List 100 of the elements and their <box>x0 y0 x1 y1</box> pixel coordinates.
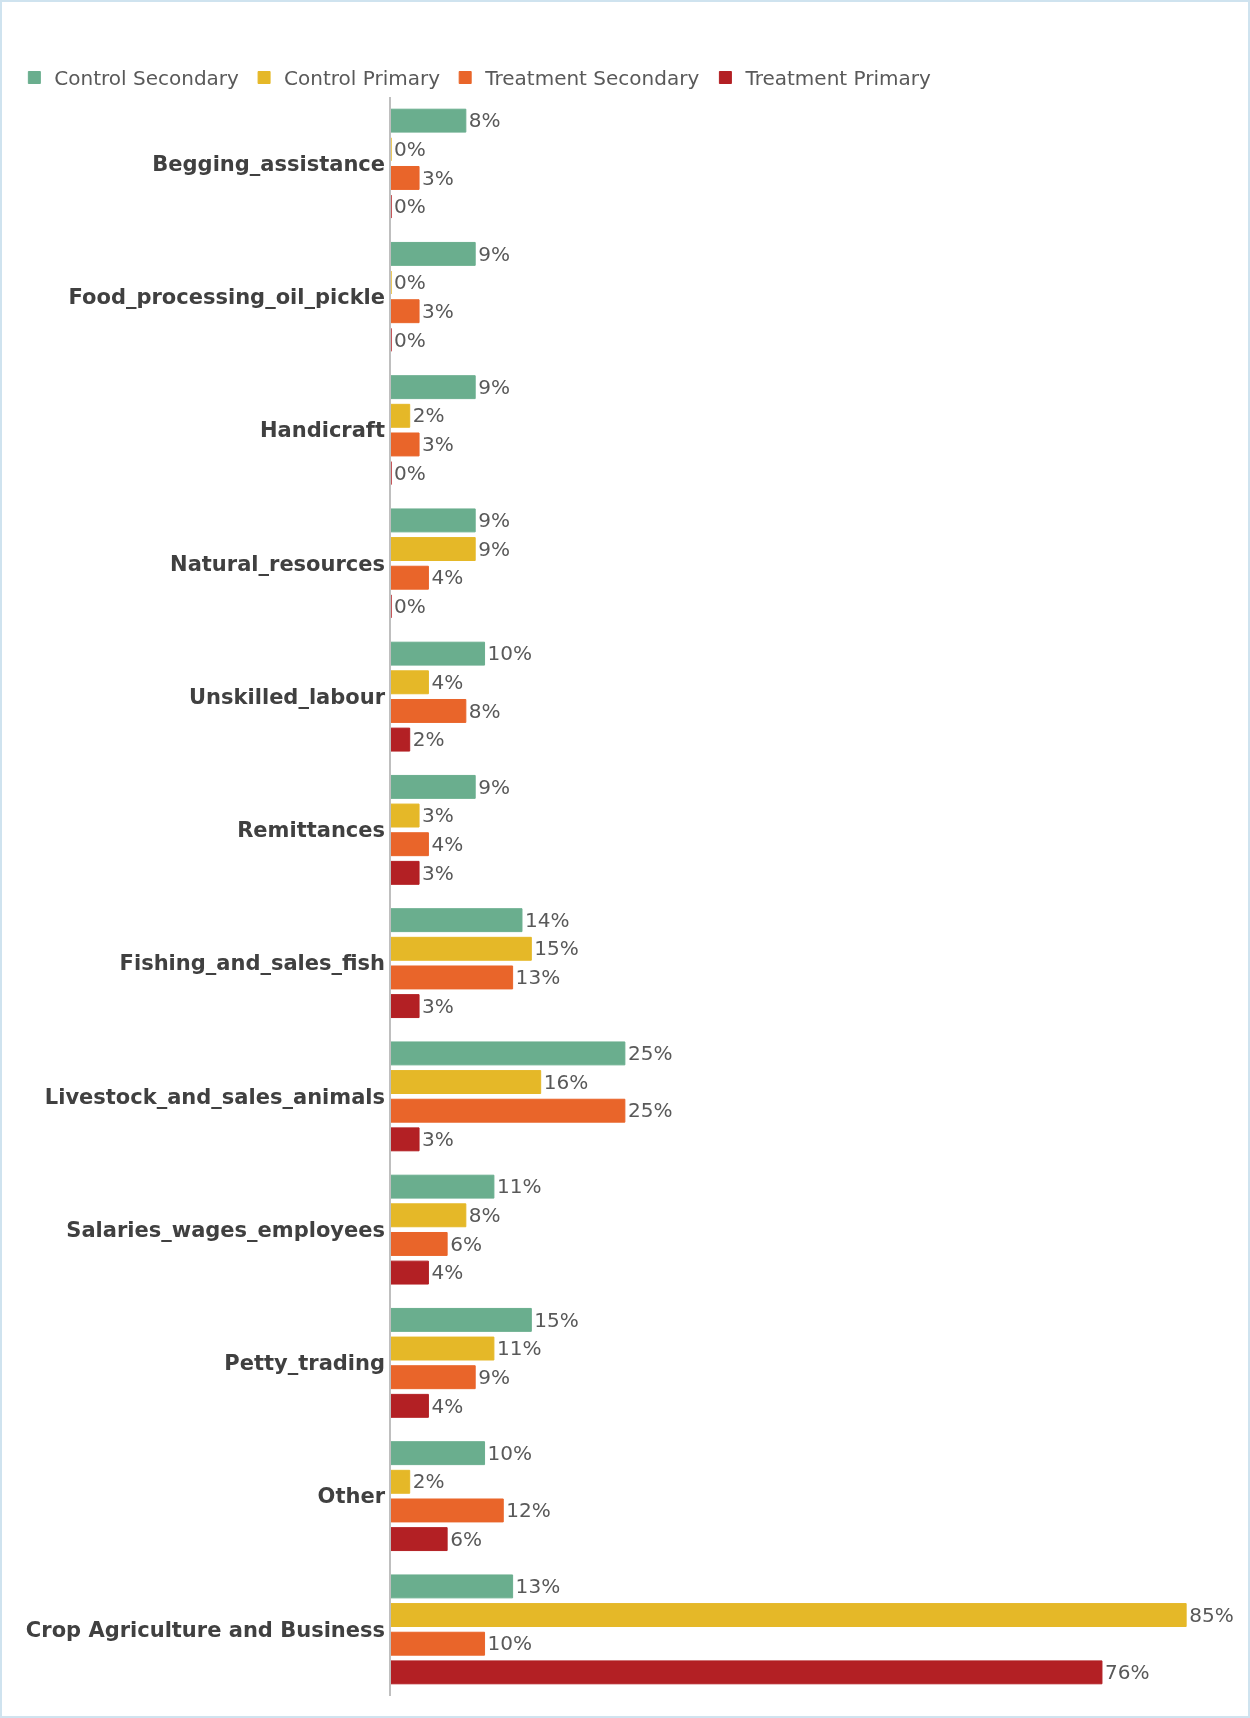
data-label: 9% <box>478 374 511 399</box>
bar <box>391 537 476 562</box>
data-label: 10% <box>487 641 533 666</box>
y-tick-label: Unskilled_labour <box>189 684 386 709</box>
data-label: 25% <box>627 1041 673 1066</box>
y-tick-label: Salaries_wages_employees <box>66 1217 386 1242</box>
data-label: 2% <box>412 403 445 428</box>
data-label: 3% <box>422 1127 454 1152</box>
data-label: 10% <box>487 1440 533 1465</box>
y-tick-label: Livestock_and_sales_animals <box>44 1084 386 1109</box>
bar <box>391 1527 448 1552</box>
bar <box>391 1660 1103 1685</box>
bar <box>391 1041 626 1066</box>
data-label: 4% <box>431 1393 464 1418</box>
bar <box>391 432 420 457</box>
data-label: 0% <box>394 594 426 619</box>
bar <box>391 994 420 1019</box>
data-label: 0% <box>394 136 426 161</box>
data-label: 4% <box>431 565 464 590</box>
data-label: 2% <box>412 1469 445 1494</box>
legend-label: Control Primary <box>284 66 441 91</box>
bar <box>391 641 486 666</box>
data-label: 6% <box>450 1526 482 1551</box>
data-label: 3% <box>422 298 454 323</box>
y-tick-label: Petty_trading <box>224 1351 386 1376</box>
data-label: 8% <box>468 108 501 133</box>
data-label: 9% <box>478 241 511 266</box>
bar <box>391 1574 514 1599</box>
bar <box>391 375 476 400</box>
data-label: 3% <box>422 432 454 457</box>
y-tick-label: Food_processing_oil_pickle <box>68 285 386 310</box>
data-label: 4% <box>431 669 464 694</box>
bar <box>391 1127 420 1152</box>
y-tick-label: Remittances <box>237 818 386 843</box>
data-label: 9% <box>478 1364 511 1389</box>
y-tick-label: Natural_resources <box>170 551 386 576</box>
bar <box>391 1441 486 1466</box>
data-label: 9% <box>478 774 511 799</box>
data-label: 14% <box>524 907 570 932</box>
data-label: 11% <box>496 1336 542 1361</box>
data-label: 4% <box>431 831 464 856</box>
bar <box>391 1393 429 1418</box>
data-label: 9% <box>478 536 511 561</box>
data-label: 4% <box>431 1260 464 1285</box>
bar <box>391 1203 467 1228</box>
data-label: 3% <box>422 860 454 885</box>
data-label: 15% <box>534 936 579 961</box>
bar <box>391 727 411 752</box>
bar <box>391 803 420 828</box>
bar <box>391 670 429 695</box>
bar <box>391 403 411 428</box>
data-label: 25% <box>627 1098 673 1123</box>
data-label: 3% <box>422 803 454 828</box>
y-tick-label: Crop Agriculture and Business <box>25 1617 386 1642</box>
data-label: 9% <box>478 508 511 533</box>
data-label: 0% <box>394 270 426 295</box>
bar <box>391 1469 411 1494</box>
bar <box>391 1260 429 1285</box>
legend-label: Treatment Primary <box>744 66 931 91</box>
data-label: 8% <box>468 1202 501 1227</box>
bar <box>391 241 476 266</box>
data-label: 15% <box>534 1307 579 1332</box>
bar <box>391 936 532 961</box>
bar <box>391 508 476 533</box>
y-tick-label: Other <box>317 1484 386 1509</box>
bar <box>391 108 467 133</box>
bar <box>391 965 514 990</box>
data-label: 16% <box>543 1069 589 1094</box>
bar <box>391 832 429 857</box>
bar <box>391 1307 532 1332</box>
data-label: 8% <box>468 698 501 723</box>
bar <box>391 1098 626 1123</box>
data-label: 13% <box>515 1574 561 1599</box>
data-label: 6% <box>450 1231 482 1256</box>
bar <box>391 1174 495 1199</box>
bar <box>391 299 420 324</box>
legend-label: Treatment Secondary <box>484 66 700 91</box>
y-tick-label: Begging_assistance <box>152 151 386 176</box>
data-label: 10% <box>487 1631 533 1656</box>
data-label: 76% <box>1104 1660 1150 1685</box>
y-tick-label: Fishing_and_sales_fish <box>119 951 386 976</box>
legend-label: Control Secondary <box>54 66 240 91</box>
data-label: 0% <box>394 460 426 485</box>
y-tick-label: Handicraft <box>259 418 386 443</box>
bar <box>391 1070 542 1095</box>
data-label: 11% <box>496 1174 542 1199</box>
bar <box>391 1498 504 1523</box>
bar <box>391 1231 448 1256</box>
bar <box>391 860 420 885</box>
bar <box>391 565 429 590</box>
data-label: 85% <box>1189 1602 1234 1627</box>
bar <box>391 774 476 799</box>
data-label: 3% <box>422 993 454 1018</box>
bar <box>391 165 420 190</box>
bar <box>391 1603 1187 1628</box>
data-label: 13% <box>515 965 561 990</box>
bar <box>391 698 467 723</box>
bar <box>391 1336 495 1361</box>
data-label: 12% <box>506 1498 551 1523</box>
data-label: 0% <box>394 327 426 352</box>
